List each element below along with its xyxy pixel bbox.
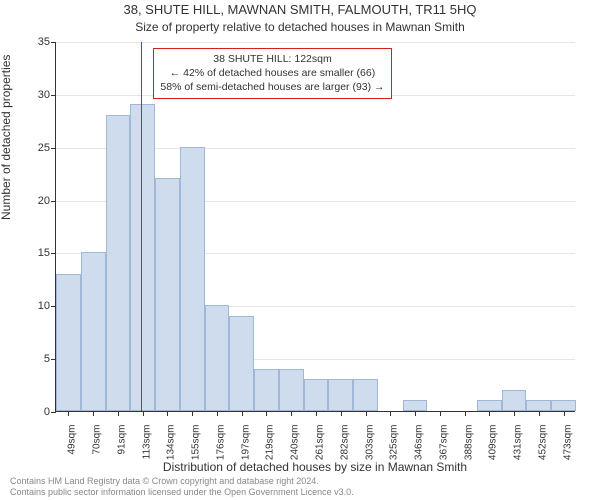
y-tick [51, 412, 56, 413]
histogram-bar [106, 115, 131, 411]
histogram-bar [526, 400, 551, 411]
x-tick-label: 49sqm [67, 425, 78, 455]
chart-container: 38, SHUTE HILL, MAWNAN SMITH, FALMOUTH, … [0, 0, 600, 500]
histogram-bar [56, 274, 81, 411]
histogram-bar [403, 400, 428, 411]
gridline [56, 42, 575, 43]
x-tick [68, 411, 69, 416]
x-tick [465, 411, 466, 416]
histogram-bar [551, 400, 576, 411]
histogram-bar [328, 379, 353, 411]
annotation-line-1: 38 SHUTE HILL: 122sqm [160, 52, 384, 66]
histogram-bar [180, 147, 205, 411]
x-tick [93, 411, 94, 416]
y-tick-label: 30 [14, 89, 50, 101]
x-axis-title: Distribution of detached houses by size … [55, 460, 575, 474]
x-tick-label: 113sqm [141, 425, 152, 460]
x-tick-label: 325sqm [389, 425, 400, 461]
x-tick-label: 431sqm [513, 425, 524, 461]
x-tick-label: 155sqm [191, 425, 202, 461]
annotation-box: 38 SHUTE HILL: 122sqm← 42% of detached h… [153, 48, 391, 99]
x-tick-label: 303sqm [364, 425, 375, 461]
x-tick [242, 411, 243, 416]
reference-line [141, 42, 142, 411]
y-tick-label: 10 [14, 300, 50, 312]
chart-subtitle: Size of property relative to detached ho… [0, 20, 600, 34]
y-tick-label: 35 [14, 36, 50, 48]
y-tick [51, 42, 56, 43]
annotation-line-3: 58% of semi-detached houses are larger (… [160, 80, 384, 94]
y-tick [51, 253, 56, 254]
x-tick-label: 261sqm [315, 425, 326, 461]
x-tick-label: 282sqm [339, 425, 350, 461]
annotation-line-2: ← 42% of detached houses are smaller (66… [160, 66, 384, 80]
footer-line-2: Contains public sector information licen… [10, 487, 354, 498]
x-tick [366, 411, 367, 416]
x-tick [143, 411, 144, 416]
x-tick [217, 411, 218, 416]
x-tick-label: 346sqm [414, 425, 425, 461]
x-tick [564, 411, 565, 416]
x-tick [390, 411, 391, 416]
y-tick-label: 15 [14, 247, 50, 259]
footer-attribution: Contains HM Land Registry data © Crown c… [10, 476, 354, 499]
plot-area: 0510152025303549sqm70sqm91sqm113sqm134sq… [55, 42, 575, 412]
x-tick [192, 411, 193, 416]
footer-line-1: Contains HM Land Registry data © Crown c… [10, 476, 354, 487]
x-tick [341, 411, 342, 416]
x-tick-label: 473sqm [562, 425, 573, 461]
histogram-bar [205, 305, 230, 411]
histogram-bar [130, 104, 155, 411]
x-tick [291, 411, 292, 416]
x-tick-label: 409sqm [488, 425, 499, 461]
histogram-bar [254, 369, 279, 411]
y-tick-label: 20 [14, 195, 50, 207]
histogram-bar [477, 400, 502, 411]
x-tick-label: 240sqm [290, 425, 301, 461]
histogram-bar [279, 369, 304, 411]
y-tick-label: 5 [14, 353, 50, 365]
x-tick [316, 411, 317, 416]
histogram-bar [229, 316, 254, 411]
x-tick [514, 411, 515, 416]
y-tick-label: 25 [14, 142, 50, 154]
histogram-bar [502, 390, 527, 411]
x-tick-label: 91sqm [116, 425, 127, 455]
y-axis-title: Number of detached properties [0, 55, 13, 220]
histogram-bar [304, 379, 329, 411]
x-tick [415, 411, 416, 416]
x-tick-label: 452sqm [537, 425, 548, 461]
y-tick [51, 201, 56, 202]
x-tick [266, 411, 267, 416]
y-tick-label: 0 [14, 406, 50, 418]
x-tick-label: 70sqm [92, 425, 103, 455]
x-tick-label: 388sqm [463, 425, 474, 461]
histogram-bar [155, 178, 180, 411]
x-tick-label: 219sqm [265, 425, 276, 461]
x-tick-label: 367sqm [438, 425, 449, 461]
x-tick-label: 176sqm [215, 425, 226, 461]
x-tick [489, 411, 490, 416]
x-tick [539, 411, 540, 416]
x-tick [118, 411, 119, 416]
chart-title: 38, SHUTE HILL, MAWNAN SMITH, FALMOUTH, … [0, 2, 600, 17]
histogram-bar [353, 379, 378, 411]
x-tick [440, 411, 441, 416]
y-tick [51, 148, 56, 149]
histogram-bar [81, 252, 106, 411]
x-tick-label: 134sqm [166, 425, 177, 461]
x-tick-label: 197sqm [240, 425, 251, 461]
y-tick [51, 95, 56, 96]
x-tick [167, 411, 168, 416]
